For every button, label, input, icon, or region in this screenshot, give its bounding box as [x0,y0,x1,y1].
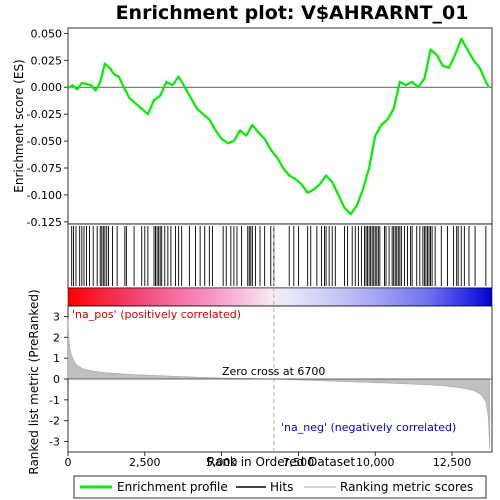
metric-ytick-label: 1 [53,352,60,365]
metric-y-axis: 3 2 1 0 -1 -2 -3 [49,310,68,449]
negative-correlation-note: 'na_neg' (negatively correlated) [281,421,456,434]
hits-track [71,226,487,286]
es-ytick-label: 0.000 [31,81,63,94]
metric-ytick-label: 3 [53,310,60,323]
legend-label-ranking-metric: Ranking metric scores [340,480,473,494]
metric-ytick-label: 2 [53,331,60,344]
metric-y-axis-label: Ranked list metric (PreRanked) [27,289,41,474]
es-ytick-label: 0.050 [31,27,63,40]
es-ytick-label: -0.100 [27,189,62,202]
es-y-axis-label: Enrichment score (ES) [12,59,26,192]
metric-xtick-label: 12,500 [433,456,472,469]
enrichment-profile-line [67,37,490,216]
es-ytick-label: -0.125 [27,216,62,229]
es-ytick-label: -0.025 [27,108,62,121]
es-ytick-label: -0.050 [27,135,62,148]
es-y-axis: 0.050 0.025 0.000 -0.025 -0.050 -0.075 -0.100 -… [27,27,68,229]
metric-ytick-label: -2 [49,415,60,428]
es-plot-frame [67,27,493,225]
legend-label-hits: Hits [270,480,293,494]
legend-box [73,475,487,499]
legend-item-enrichment-profile: Enrichment profile [80,480,228,494]
es-ytick-label: -0.075 [27,162,62,175]
hits-frame [67,223,493,289]
zero-cross-note: Zero cross at 6700 [222,365,325,378]
metric-ytick-label: -1 [49,394,60,407]
legend-item-ranking-metric: Ranking metric scores [304,480,473,494]
metric-ytick-label: 0 [53,373,60,386]
positive-correlation-note: 'na_pos' (positively correlated) [72,308,241,321]
metric-xtick-label: 5,000 [206,456,238,469]
chart-title: Enrichment plot: V$AHRARNT_01 [116,2,469,24]
es-ytick-label: 0.025 [31,54,63,67]
legend-label-enrichment-profile: Enrichment profile [117,480,228,494]
metric-xtick-label: 7,500 [283,456,315,469]
metric-xtick-label: 10,000 [356,456,395,469]
metric-x-axis: 0 2,500 5,000 7,500 10,000 12,500 [65,452,472,469]
metric-xtick-label: 0 [65,456,72,469]
enrichment-profile-series [67,37,490,216]
metric-x-axis-label: Rank in Ordered Dataset [207,455,355,469]
legend-item-hits: Hits [236,480,293,494]
metric-ytick-label: -3 [49,436,60,449]
metric-xtick-label: 2,500 [129,456,161,469]
rank-color-bar [67,287,493,307]
